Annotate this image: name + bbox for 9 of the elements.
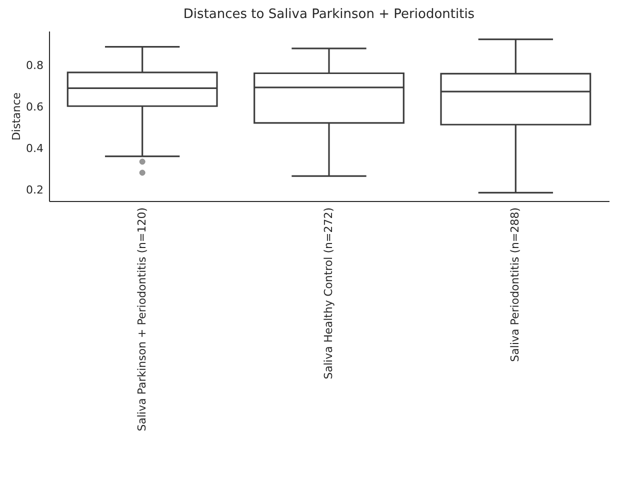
x-tick-label: Saliva Healthy Control (n=272) <box>322 208 335 380</box>
y-tick-label: 0.6 <box>26 100 44 114</box>
chart-title: Distances to Saliva Parkinson + Periodontitis <box>183 7 475 22</box>
x-tick-label: Saliva Parkinson + Periodontitis (n=120) <box>135 208 148 432</box>
y-tick-label: 0.2 <box>26 184 44 197</box>
y-tick-label: 0.4 <box>26 142 44 156</box>
y-tick-label: 0.8 <box>26 58 44 72</box>
y-axis-title: Distance <box>10 92 24 141</box>
x-tick-label: Saliva Periodontitis (n=288) <box>508 208 522 362</box>
